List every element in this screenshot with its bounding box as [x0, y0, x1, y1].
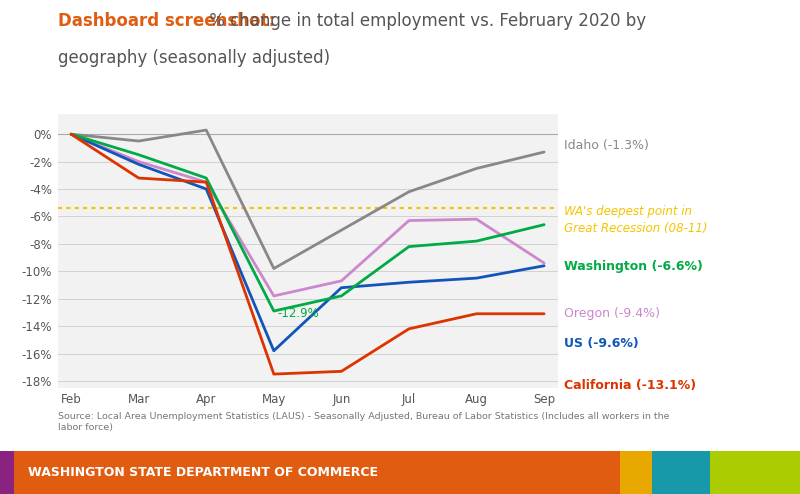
- Text: Dashboard screenshot:: Dashboard screenshot:: [58, 12, 274, 30]
- Text: Washington (-6.6%): Washington (-6.6%): [564, 260, 703, 273]
- Text: % change in total employment vs. February 2020 by: % change in total employment vs. Februar…: [204, 12, 646, 30]
- Text: geography (seasonally adjusted): geography (seasonally adjusted): [58, 49, 330, 67]
- Text: California (-13.1%): California (-13.1%): [564, 379, 696, 392]
- Bar: [710, 451, 800, 494]
- Text: Oregon (-9.4%): Oregon (-9.4%): [564, 307, 660, 320]
- Text: WA's deepest point in
Great Recession (08-11): WA's deepest point in Great Recession (0…: [564, 205, 707, 235]
- Bar: [620, 451, 652, 494]
- Text: -12.9%: -12.9%: [277, 307, 319, 320]
- Text: WASHINGTON STATE DEPARTMENT OF COMMERCE: WASHINGTON STATE DEPARTMENT OF COMMERCE: [28, 466, 378, 479]
- Text: Source: Local Area Unemployment Statistics (LAUS) - Seasonally Adjusted, Bureau : Source: Local Area Unemployment Statisti…: [58, 412, 669, 432]
- Bar: [652, 451, 710, 494]
- Text: US (-9.6%): US (-9.6%): [564, 337, 638, 350]
- Text: Idaho (-1.3%): Idaho (-1.3%): [564, 139, 649, 152]
- Bar: [0, 451, 14, 494]
